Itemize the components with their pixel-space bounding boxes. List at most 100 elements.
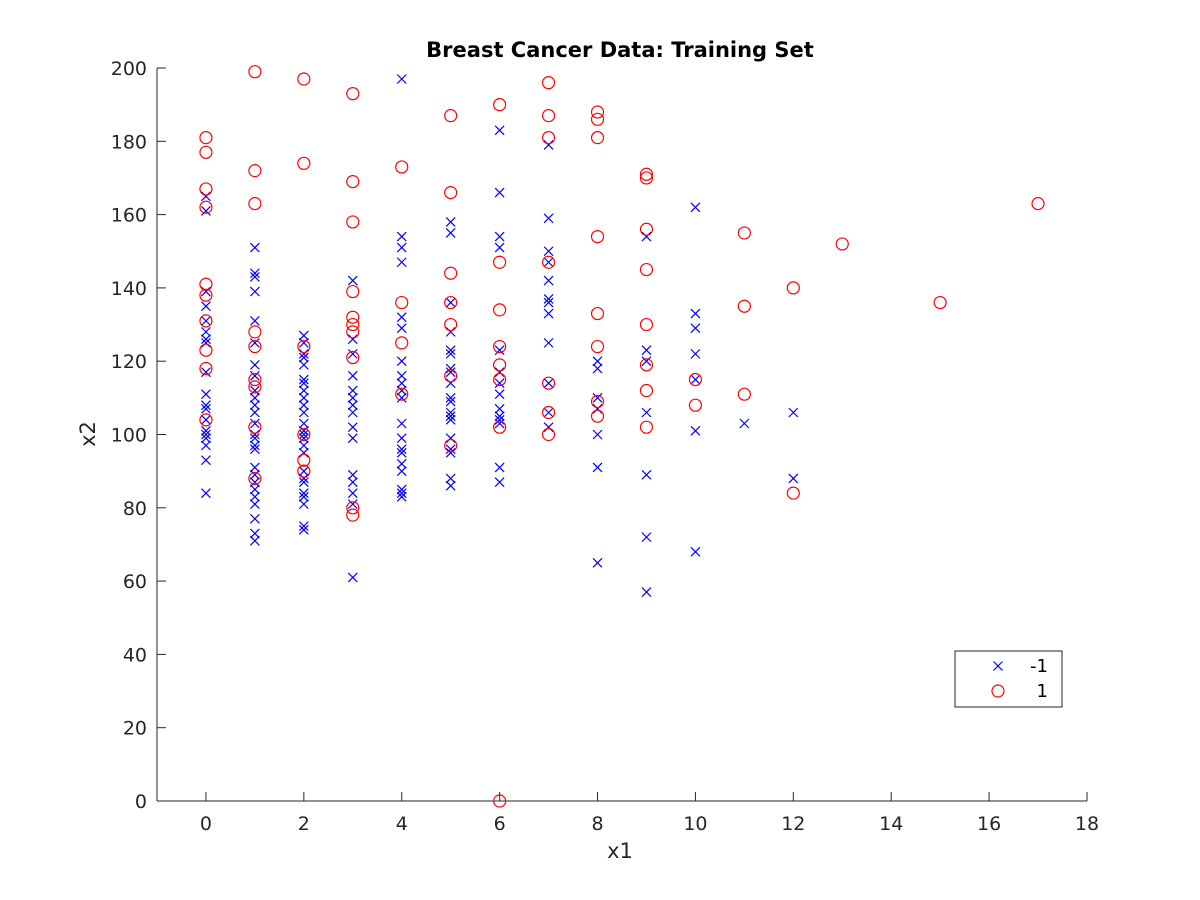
data-point-circle (297, 72, 311, 86)
data-point-cross (690, 308, 701, 319)
y-tick-label: 60 (123, 571, 147, 593)
data-point-cross (201, 429, 211, 440)
data-point-circle (541, 131, 556, 145)
data-point-cross (347, 477, 358, 488)
data-point-cross (543, 293, 554, 304)
data-point-cross (201, 286, 211, 297)
data-point-cross (396, 444, 407, 455)
data-point-cross (592, 557, 603, 568)
data-point-circle (297, 156, 311, 170)
data-point-cross (494, 231, 505, 242)
data-point-cross (347, 392, 358, 403)
data-point-cross (249, 535, 260, 546)
data-point-cross (445, 433, 456, 444)
data-point-cross (445, 228, 456, 238)
data-point-circle (590, 105, 605, 119)
data-point-cross (298, 425, 309, 436)
x-tick-label: 0 (200, 813, 212, 835)
data-point-circle (248, 65, 262, 79)
data-point-circle (248, 372, 262, 387)
data-point-circle (786, 486, 800, 500)
data-point-cross (690, 202, 701, 213)
data-point-cross (543, 378, 554, 389)
data-point-cross (445, 378, 456, 389)
data-point-circle (639, 317, 654, 332)
x-tick-label: 16 (977, 813, 1001, 835)
data-point-circle (590, 306, 605, 321)
data-point-cross (249, 315, 260, 326)
data-point-cross (396, 418, 407, 429)
data-point-cross (298, 385, 309, 396)
x-tick-label: 2 (298, 813, 310, 835)
legend-marker (993, 661, 1003, 671)
data-point-cross (396, 231, 407, 242)
y-tick-label: 40 (123, 644, 147, 666)
data-point-circle (395, 336, 409, 350)
data-point-cross (445, 411, 456, 422)
data-point-cross (201, 334, 211, 345)
data-point-cross (543, 337, 554, 348)
data-point-circle (248, 420, 262, 434)
data-point-circle (786, 281, 800, 295)
data-point-circle (590, 339, 605, 354)
data-point-circle (493, 794, 507, 808)
data-point-circle (346, 215, 360, 229)
legend-marker (991, 684, 1005, 698)
data-point-cross (347, 469, 358, 480)
data-point-cross (298, 407, 309, 418)
data-point-cross (396, 392, 407, 403)
data-point-cross (201, 425, 211, 436)
y-tick-label: 0 (135, 791, 147, 813)
data-point-cross (788, 473, 799, 484)
data-point-cross (298, 491, 309, 502)
data-point-cross (249, 370, 260, 381)
data-point-circle (493, 255, 507, 269)
data-point-circle (1031, 197, 1045, 211)
data-point-circle (199, 131, 213, 145)
series-circle (199, 65, 1045, 808)
data-point-cross (494, 389, 505, 400)
data-point-cross (543, 308, 554, 319)
data-point-circle (493, 339, 507, 354)
y-tick-label: 80 (123, 498, 147, 520)
series-layer (199, 65, 1045, 808)
data-point-cross (396, 484, 407, 495)
data-point-cross (396, 378, 407, 389)
data-point-circle (199, 277, 213, 291)
data-point-cross (249, 407, 260, 418)
data-point-circle (297, 339, 311, 354)
data-point-cross (592, 429, 603, 440)
data-point-circle (639, 171, 654, 185)
data-point-cross (347, 334, 358, 345)
data-point-cross (298, 392, 309, 403)
data-point-cross (249, 286, 260, 297)
y-tick-label: 160 (111, 205, 147, 227)
data-point-circle (297, 453, 311, 467)
data-point-cross (249, 385, 260, 396)
data-point-circle (444, 438, 458, 453)
data-point-circle (590, 229, 605, 244)
data-point-circle (199, 361, 213, 376)
data-point-cross (494, 367, 505, 378)
data-point-cross (396, 356, 407, 367)
data-point-cross (592, 403, 603, 414)
data-point-circle (248, 325, 262, 339)
data-point-circle (444, 109, 458, 123)
data-point-cross (298, 418, 309, 429)
data-point-cross (690, 425, 701, 436)
data-point-cross (298, 466, 309, 477)
data-point-cross (298, 348, 309, 359)
data-point-cross (298, 488, 309, 499)
data-point-cross (298, 429, 309, 440)
legend: -11 (954, 650, 1063, 708)
data-point-cross (445, 414, 456, 425)
data-point-cross (298, 433, 309, 444)
data-point-cross (201, 206, 211, 216)
data-point-cross (347, 433, 358, 444)
data-point-cross (249, 484, 260, 495)
data-point-cross (543, 407, 554, 418)
data-point-cross (201, 389, 211, 400)
data-point-cross (298, 400, 309, 411)
data-point-cross (494, 414, 505, 425)
data-point-cross (396, 257, 407, 268)
